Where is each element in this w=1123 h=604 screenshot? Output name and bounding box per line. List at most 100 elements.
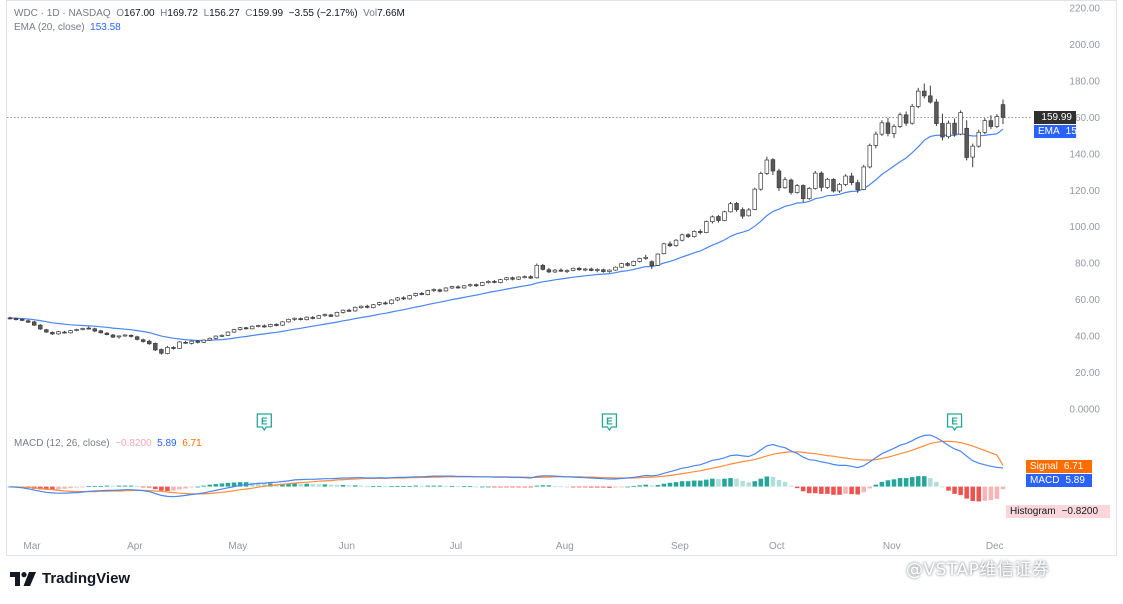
signal-line[interactable] [10,440,1004,495]
candle[interactable] [407,294,412,300]
candle[interactable] [619,262,624,268]
candle[interactable] [256,324,261,328]
candle[interactable] [165,345,170,355]
candle[interactable] [655,253,661,267]
candle[interactable] [746,208,751,217]
candle[interactable] [461,285,467,289]
candle[interactable] [843,174,848,186]
candle[interactable] [358,305,364,309]
macd-line[interactable] [9,434,1004,498]
candle[interactable] [934,99,939,127]
candle[interactable] [340,309,346,314]
candle[interactable] [280,321,285,326]
candle[interactable] [377,301,382,306]
candle[interactable] [92,327,97,333]
candle[interactable] [964,120,969,161]
candle[interactable] [262,324,267,328]
candle[interactable] [13,317,19,321]
candle[interactable] [952,118,957,137]
candle[interactable] [825,177,830,189]
candle[interactable] [576,267,582,271]
candle[interactable] [334,311,340,317]
candle[interactable] [98,329,104,334]
candle[interactable] [552,269,558,274]
candle[interactable] [274,323,279,327]
candle[interactable] [710,215,715,224]
candle[interactable] [231,328,237,333]
candle[interactable] [219,334,225,337]
candle[interactable] [122,334,128,337]
candle[interactable] [867,143,873,169]
candle[interactable] [44,328,49,333]
candle[interactable] [661,242,667,255]
candle[interactable] [716,215,721,223]
candle[interactable] [310,316,315,320]
candle[interactable] [691,230,697,238]
candle[interactable] [643,254,648,260]
candle[interactable] [328,313,334,318]
candle[interactable] [570,267,576,272]
candle[interactable] [7,316,13,320]
candle[interactable] [419,291,424,296]
candle[interactable] [873,131,879,149]
macd-legend[interactable]: MACD (12, 26, close) −0.8200 5.89 6.71 [14,438,202,449]
candle[interactable] [928,85,933,104]
candle[interactable] [140,338,146,343]
candle[interactable] [486,280,491,284]
candle[interactable] [498,278,503,284]
candle[interactable] [31,320,37,326]
candle[interactable] [589,267,594,272]
candle[interactable] [38,324,43,330]
candle[interactable] [467,283,473,287]
candle[interactable] [134,335,140,341]
candle[interactable] [770,158,776,175]
candle[interactable] [201,339,206,344]
candle[interactable] [546,267,552,274]
candle[interactable] [268,323,273,328]
candle[interactable] [171,346,176,350]
candle[interactable] [352,306,358,312]
candle[interactable] [237,326,243,331]
candle[interactable] [740,207,745,219]
candle[interactable] [837,182,842,193]
candle[interactable] [667,241,673,248]
candle[interactable] [50,331,55,335]
candle[interactable] [383,301,388,305]
candle[interactable] [819,171,824,192]
candle[interactable] [582,267,588,272]
candle[interactable] [831,178,836,193]
candle[interactable] [625,262,630,267]
candle[interactable] [994,114,1000,128]
candle[interactable] [68,329,73,334]
candle[interactable] [116,335,122,339]
candle[interactable] [970,143,975,168]
candle[interactable] [195,340,200,344]
candle[interactable] [909,103,915,125]
candle[interactable] [788,178,794,195]
candle[interactable] [225,331,231,337]
candle[interactable] [455,285,461,289]
candle[interactable] [540,263,546,271]
candle[interactable] [74,328,79,332]
ema-legend[interactable]: EMA (20, close) 153.58 [14,22,121,33]
candle[interactable] [316,314,322,319]
candle[interactable] [698,229,703,235]
candle[interactable] [110,333,116,338]
candle[interactable] [722,210,727,222]
candle[interactable] [19,318,25,322]
candle[interactable] [679,233,685,242]
candle[interactable] [346,308,352,313]
candle[interactable] [861,165,866,191]
candle[interactable] [613,266,618,271]
candle[interactable] [976,129,982,148]
candle[interactable] [128,334,134,338]
candle[interactable] [401,296,406,301]
candle[interactable] [437,288,443,293]
candle[interactable] [946,120,951,139]
candle[interactable] [177,341,182,349]
candle[interactable] [897,112,903,128]
candle[interactable] [922,83,927,99]
candle[interactable] [86,326,91,330]
earnings-marker[interactable]: E [256,413,272,432]
candle[interactable] [213,335,219,340]
